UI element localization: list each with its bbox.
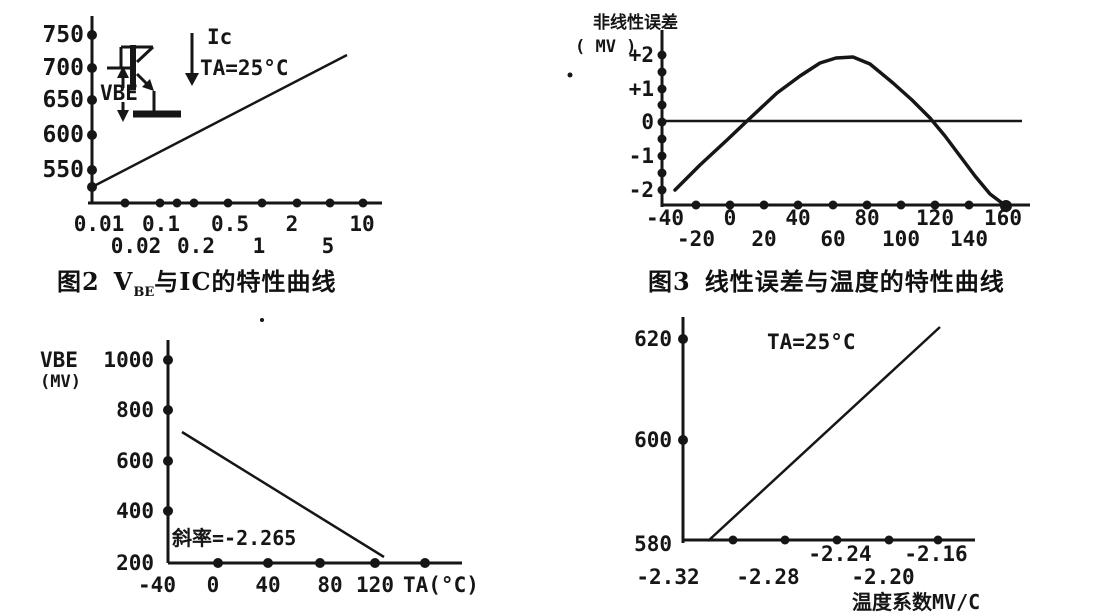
fig5-x-tick-label: -2.24 [808,542,871,566]
fig4-chart: VBE (MV) 1000 800 600 400 200 -40 0 40 8… [40,340,479,597]
ic-arrow-icon [185,33,199,86]
fig4-x-tick-label: 40 [255,573,280,597]
fig3-x-tick-label: 120 [916,206,954,230]
fig2-caption-text: 与IC的特性曲线 [154,267,337,296]
fig4-x-axis-label: TA(°C) [403,573,479,597]
fig3-curve [673,55,1011,210]
fig5-chart: 620 600 580 -2.24 -2.16 -2.32 -2.28 -2.2… [634,317,980,614]
fig2-y-tick-label: 550 [42,157,84,183]
fig3-curve-end-dot [1000,200,1012,212]
fig4-x-tick-label: -40 [138,573,176,597]
fig5-y-tick-label: 580 [634,532,672,556]
fig2-x-tick-label: 2 [286,212,299,236]
fig4-y-axis-unit: (MV) [40,372,81,392]
fig4-y-tick-label: 800 [116,398,154,422]
fig3-x-tick-dots [691,200,974,210]
fig5-y-tick-label: 620 [634,327,672,351]
fig3-x-tick-label: 140 [950,227,988,251]
fig2-y-tick-label: 750 [42,22,84,48]
transistor-symbol-icon [107,45,181,122]
fig3-x-tick-label: -40 [646,206,684,230]
fig3-x-tick-label: 100 [882,227,920,251]
fig2-curve [91,53,348,189]
fig4-slope-annotation: 斜率=-2.265 [171,526,296,550]
fig4-x-tick-dots [213,558,430,568]
fig2-y-tick-label: 650 [42,87,84,113]
vbe-measure-arrow-icon [117,66,129,122]
fig3-x-tick-label: 40 [785,206,810,230]
fig3-y-tick-label: +1 [629,77,654,101]
fig2-x-tick-label: 0.2 [177,234,215,258]
fig3-chart: 非线性误差 ( MV ) +2 +1 0 -1 -2 -40 0 40 80 1… [575,12,1030,251]
fig5-y-tick-dots [678,334,688,445]
fig3-x-tick-label: 20 [751,227,776,251]
fig3-y-tick-label: -2 [629,178,654,202]
scan-speck [567,72,573,78]
fig4-y-tick-label: 200 [116,551,154,575]
fig2-y-tick-label: 600 [42,122,84,148]
fig2-x-tick-label: 10 [349,212,374,236]
fig2-caption: 图2 VBE与IC的特性曲线 [57,262,337,300]
fig2-ic-label: Ic [207,25,232,49]
fig3-x-tick-label: 0 [724,206,737,230]
fig3-y-tick-label: -1 [629,144,654,168]
fig2-vbe-label: VBE [100,81,138,105]
fig4-y-axis-label: VBE [40,348,78,372]
fig3-x-tick-label: 80 [854,206,879,230]
fig3-y-tick-label: +2 [629,43,654,67]
fig2-x-tick-label: 0.02 [111,234,162,258]
fig4-x-tick-label: 120 [356,573,394,597]
fig3-unit-label: ( MV ) [575,37,636,57]
fig5-x-tick-dots [728,535,943,545]
fig2-chart: 750 700 650 600 550 0.01 0.1 0.5 2 10 0.… [42,16,382,258]
fig5-x-tick-label: -2.16 [904,542,967,566]
fig3-y-tick-label: 0 [641,110,654,134]
fig5-ta-annotation: TA=25°C [767,330,856,354]
fig5-x-tick-label: -2.28 [736,565,799,589]
fig3-caption-text: 线性误差与温度的特性曲线 [704,267,1005,296]
fig3-y-tick-dots [657,50,667,195]
fig2-x-tick-label: 5 [322,234,335,258]
fig2-ta-annotation: TA=25°C [200,56,289,80]
fig2-x-tick-label: 1 [253,234,266,258]
fig5-y-tick-label: 600 [634,428,672,452]
fig3-title: 非线性误差 [593,12,678,33]
fig5-x-axis-label: 温度系数MV/C [852,590,980,614]
fig4-y-tick-label: 600 [116,449,154,473]
fig3-x-tick-label: 60 [820,227,845,251]
fig3-caption-number: 图3 [648,267,691,296]
fig3-x-tick-label: 160 [984,206,1022,230]
fig4-y-tick-dots [163,355,173,516]
fig2-y-tick-dots [87,30,97,192]
fig4-y-tick-label: 1000 [103,348,154,372]
fig2-x-tick-label: 0.1 [142,212,180,236]
fig5-line [707,326,941,542]
fig2-caption-subscript: BE [133,284,155,300]
fig2-x-tick-label: 0.5 [211,212,249,236]
fig2-x-tick-label: 0.01 [74,212,125,236]
scan-speck [260,318,264,322]
fig2-x-tick-dots [120,198,368,208]
fig4-y-tick-label: 400 [116,499,154,523]
fig5-x-tick-label: -2.20 [851,565,914,589]
fig3-x-tick-label: -20 [677,227,715,251]
fig5-x-tick-label: -2.32 [636,565,699,589]
fig2-y-tick-label: 700 [42,55,84,81]
fig2-caption-symbol: V [113,267,134,296]
fig4-x-tick-label: 0 [207,573,220,597]
emitter-arrow-icon [142,79,154,91]
fig4-line [181,430,385,559]
fig3-caption: 图3 线性误差与温度的特性曲线 [648,262,1005,297]
fig4-x-tick-label: 80 [317,573,342,597]
fig2-caption-number: 图2 [57,267,100,296]
